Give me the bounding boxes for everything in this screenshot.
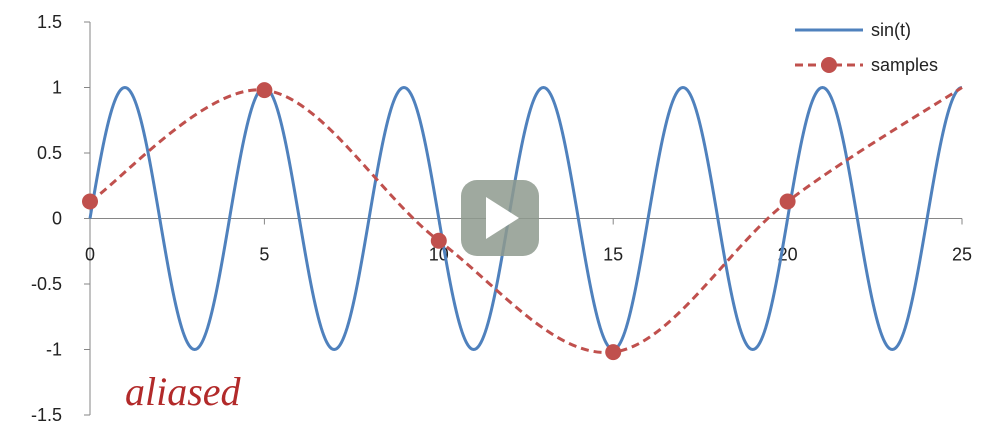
sample-point — [605, 344, 622, 361]
axes: 1.510.50-0.5-1-1.50 5 10 15 20 25 — [31, 12, 972, 425]
y-tick-label: 1.5 — [37, 12, 62, 32]
legend-label-samples: samples — [871, 55, 938, 75]
series-sin-line — [88, 85, 963, 352]
x-tick-label: 25 — [952, 245, 972, 265]
y-tick-label: 0 — [52, 209, 62, 229]
y-tick-label: 1 — [52, 78, 62, 98]
sample-point — [430, 232, 447, 249]
y-tick-label: 0.5 — [37, 143, 62, 163]
y-tick-label: -0.5 — [31, 274, 62, 294]
play-button[interactable] — [461, 180, 539, 256]
y-tick-label: -1 — [46, 340, 62, 360]
legend-label-sin: sin(t) — [871, 20, 911, 40]
x-tick-label: 0 — [85, 245, 95, 265]
sample-point — [256, 82, 273, 99]
x-tick-label: 5 — [259, 245, 269, 265]
sample-point — [779, 193, 796, 210]
legend: sin(t) samples — [795, 20, 938, 75]
series-layer — [82, 82, 963, 361]
y-tick-label: -1.5 — [31, 405, 62, 425]
annotation-aliased: aliased — [125, 369, 242, 414]
legend-marker-samples — [821, 57, 837, 73]
sample-point — [82, 193, 98, 210]
series-samples-line — [89, 86, 963, 354]
play-icon[interactable] — [486, 197, 519, 239]
x-tick-label: 15 — [603, 245, 623, 265]
